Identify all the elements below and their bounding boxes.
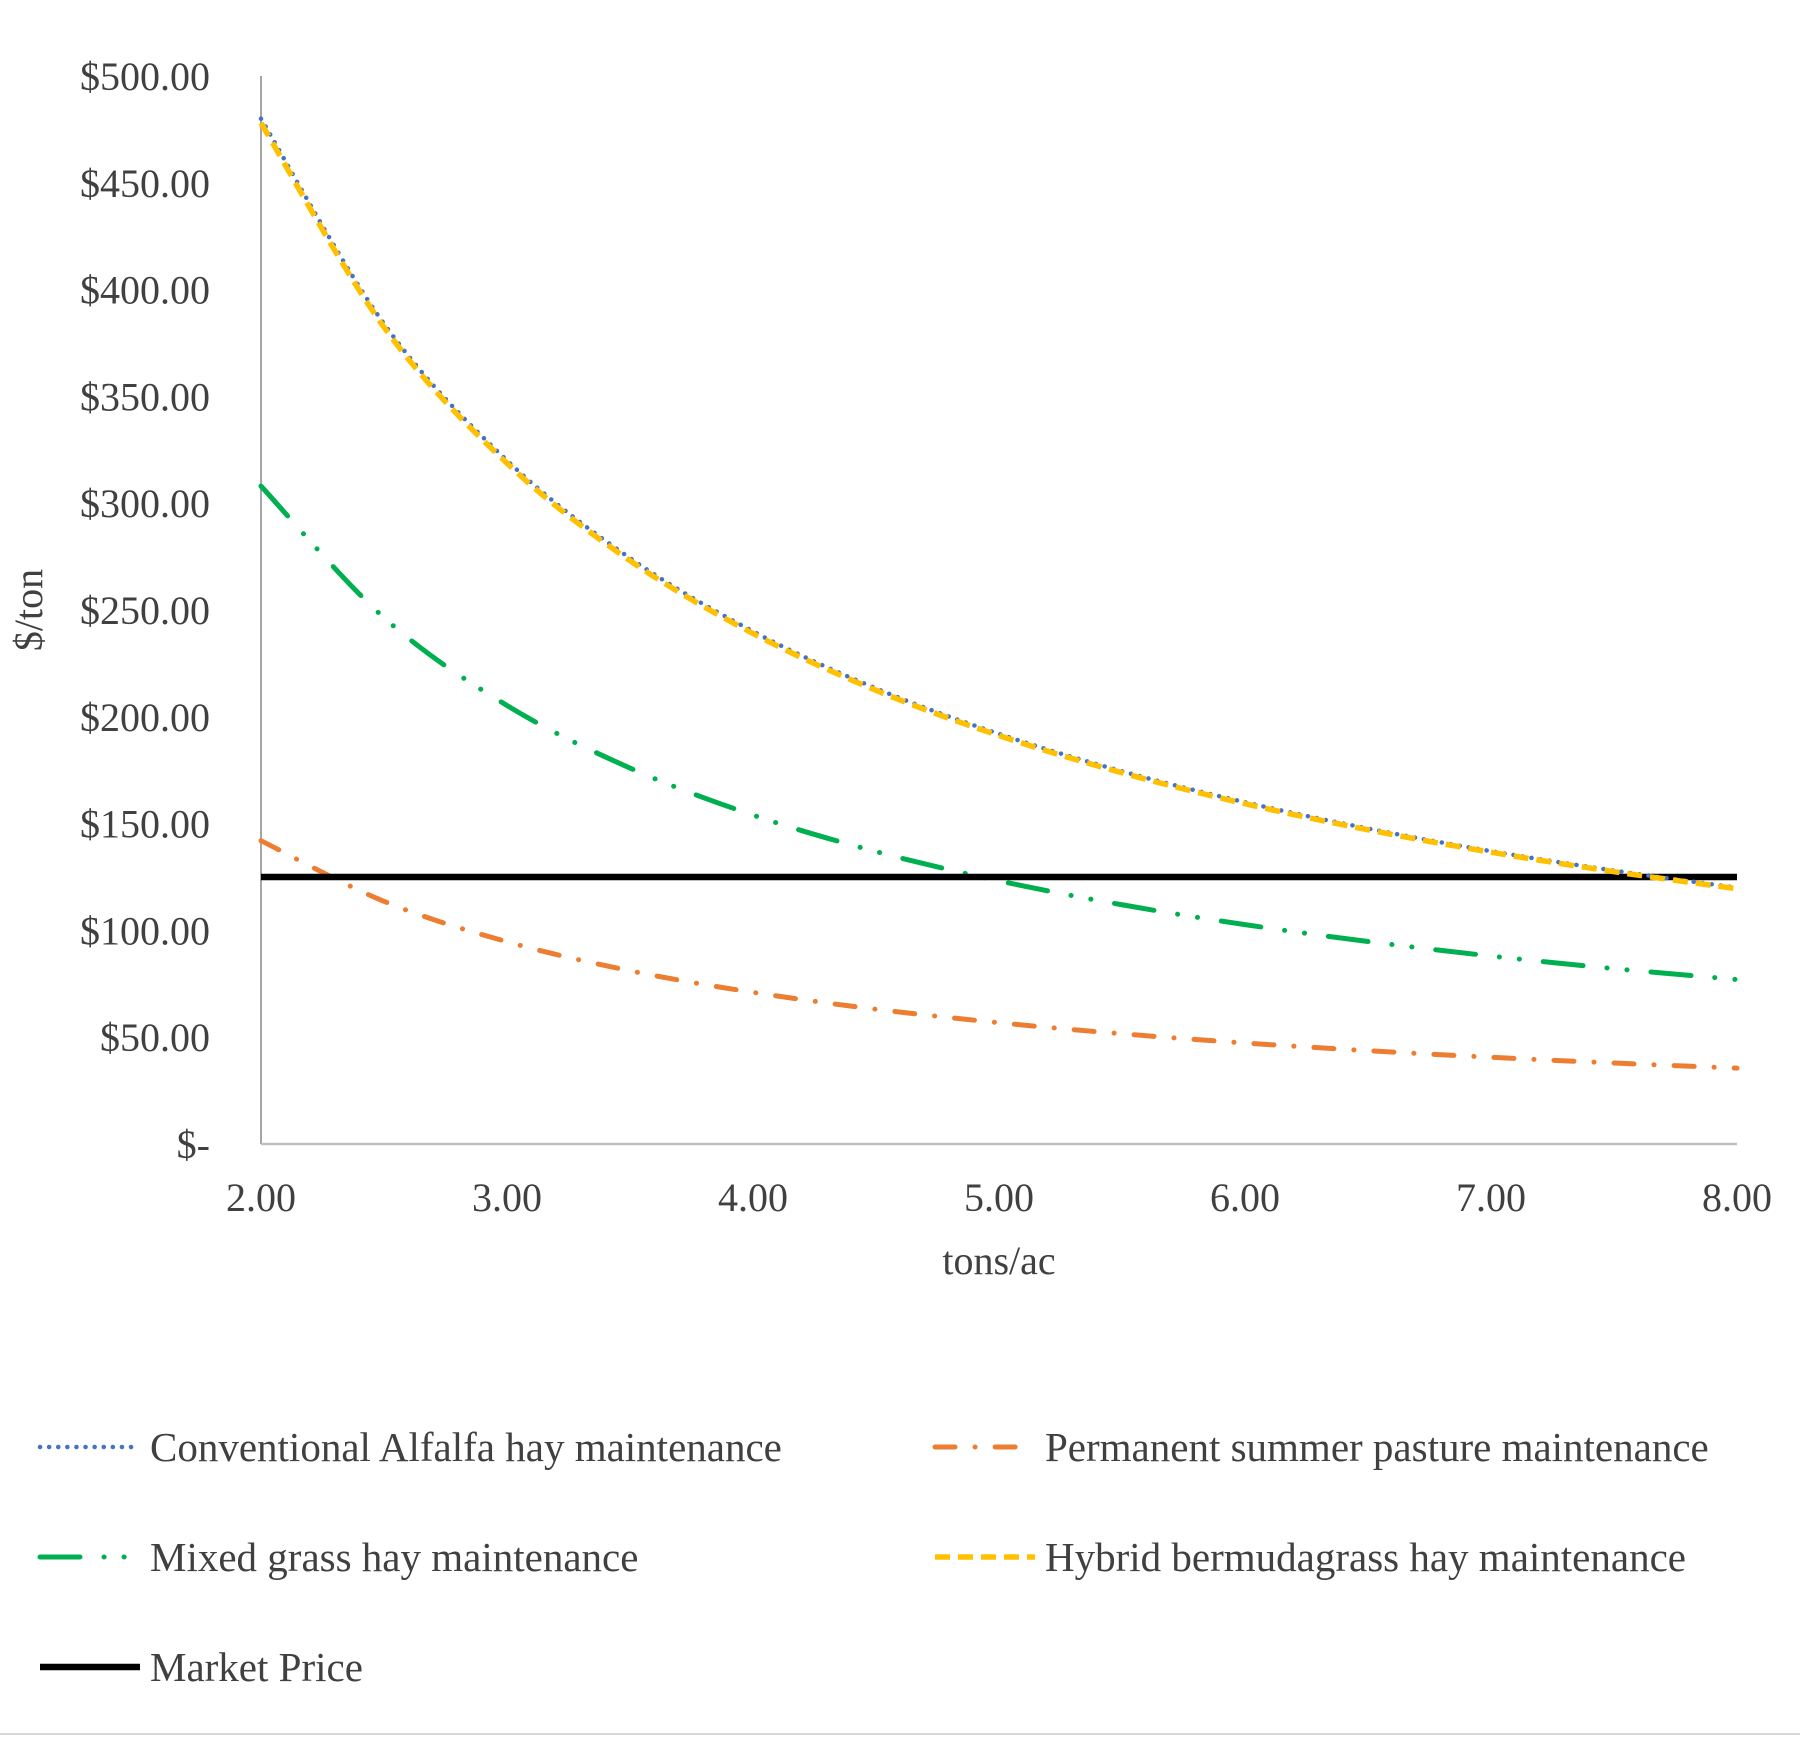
y-tick-label: $300.00 <box>80 481 210 526</box>
x-tick-label: 5.00 <box>964 1175 1034 1220</box>
legend-label: Conventional Alfalfa hay maintenance <box>150 1424 782 1470</box>
y-tick-label: $100.00 <box>80 908 210 953</box>
y-tick-label: $200.00 <box>80 695 210 740</box>
series-line-3 <box>258 121 1738 892</box>
x-axis-label: tons/ac <box>942 1238 1055 1283</box>
y-tick-label: $450.00 <box>80 161 210 206</box>
x-tick-label: 6.00 <box>1210 1175 1280 1220</box>
legend-item: Conventional Alfalfa hay maintenance <box>37 1424 782 1470</box>
legend-label: Permanent summer pasture maintenance <box>1045 1424 1709 1470</box>
y-tick-label: $250.00 <box>80 588 210 633</box>
legend-label: Market Price <box>150 1644 363 1690</box>
x-tick-label: 4.00 <box>718 1175 788 1220</box>
legend-label: Hybrid bermudagrass hay maintenance <box>1045 1534 1686 1580</box>
legend-item: Hybrid bermudagrass hay maintenance <box>935 1534 1686 1580</box>
y-axis-ticks: $- $50.00 $100.00 $150.00 $200.00 $250.00 $300… <box>80 54 210 1167</box>
legend-item: Mixed grass hay maintenance <box>37 1534 638 1580</box>
legend-item: Market Price <box>40 1644 363 1690</box>
x-axis-ticks: 2.00 3.00 4.00 5.00 6.00 7.00 8.00 <box>226 1175 1772 1220</box>
y-tick-label: $350.00 <box>80 374 210 419</box>
legend-item: Permanent summer pasture maintenance <box>932 1424 1709 1470</box>
legend: Conventional Alfalfa hay maintenance Perm… <box>37 1424 1709 1690</box>
x-tick-label: 3.00 <box>472 1175 542 1220</box>
series-lines <box>258 116 1740 1071</box>
y-tick-label: $- <box>177 1122 210 1167</box>
series-line-0 <box>258 116 1740 890</box>
y-tick-label: $150.00 <box>80 802 210 847</box>
y-axis-label: $/ton <box>6 569 51 651</box>
y-tick-label: $400.00 <box>80 268 210 313</box>
legend-label: Mixed grass hay maintenance <box>150 1534 638 1580</box>
x-tick-label: 7.00 <box>1456 1175 1526 1220</box>
y-tick-label: $50.00 <box>100 1015 210 1060</box>
x-tick-label: 2.00 <box>226 1175 296 1220</box>
x-tick-label: 8.00 <box>1702 1175 1772 1220</box>
y-tick-label: $500.00 <box>80 54 210 99</box>
